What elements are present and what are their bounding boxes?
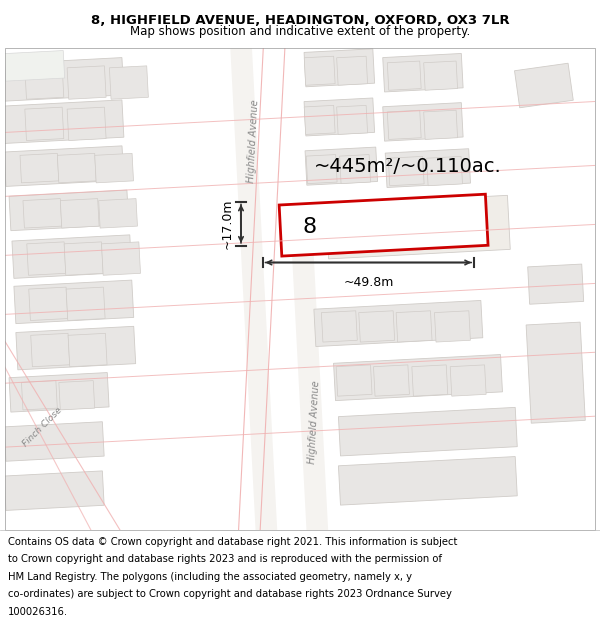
Bar — [25, 66, 64, 99]
Bar — [16, 326, 136, 370]
Text: 8, HIGHFIELD AVENUE, HEADINGTON, OXFORD, OX3 7LR: 8, HIGHFIELD AVENUE, HEADINGTON, OXFORD,… — [91, 14, 509, 28]
Bar — [383, 54, 463, 92]
Text: 8: 8 — [303, 217, 317, 237]
Text: HM Land Registry. The polygons (including the associated geometry, namely x, y: HM Land Registry. The polygons (includin… — [8, 572, 412, 582]
Bar — [434, 311, 470, 342]
Bar — [383, 102, 463, 141]
Bar — [25, 107, 64, 141]
Bar — [314, 301, 483, 346]
Bar — [0, 58, 124, 102]
Bar — [68, 333, 107, 367]
Bar — [58, 153, 96, 183]
Text: Highfield Avenue: Highfield Avenue — [245, 99, 260, 184]
Bar — [67, 107, 106, 141]
Bar — [526, 322, 585, 423]
Bar — [20, 153, 59, 183]
Bar — [388, 110, 421, 139]
Bar — [279, 194, 488, 256]
Bar — [59, 381, 95, 410]
Bar — [528, 264, 584, 304]
Bar — [388, 156, 424, 186]
Text: Map shows position and indicative extent of the property.: Map shows position and indicative extent… — [130, 24, 470, 38]
Text: ~49.8m: ~49.8m — [343, 276, 394, 289]
Bar — [95, 153, 134, 183]
Bar — [412, 365, 448, 396]
Bar — [337, 106, 368, 134]
Bar — [304, 49, 374, 87]
Bar — [388, 61, 421, 90]
Bar — [31, 333, 70, 367]
Bar — [29, 287, 68, 321]
Bar — [396, 311, 432, 342]
Bar — [385, 149, 470, 188]
Bar — [424, 110, 458, 139]
Text: ~17.0m: ~17.0m — [221, 198, 234, 249]
Bar — [450, 365, 486, 396]
Bar — [4, 471, 104, 511]
Bar — [22, 381, 58, 410]
Bar — [61, 199, 99, 228]
Bar — [0, 100, 124, 144]
Bar — [220, 0, 278, 540]
Bar — [424, 61, 458, 90]
Bar — [337, 56, 368, 85]
Bar — [67, 66, 106, 99]
Bar — [64, 242, 103, 275]
Bar — [4, 146, 124, 186]
Bar — [14, 280, 134, 324]
Bar — [336, 365, 372, 396]
Text: Finch Close: Finch Close — [21, 406, 64, 448]
Bar — [322, 311, 357, 342]
Bar — [98, 199, 137, 228]
Bar — [9, 190, 129, 231]
Bar — [338, 456, 517, 505]
Bar — [304, 106, 335, 134]
Text: Highfield Avenue: Highfield Avenue — [307, 380, 321, 464]
Bar — [515, 63, 573, 108]
Bar — [27, 242, 66, 275]
Bar — [23, 199, 62, 228]
Bar — [290, 220, 329, 555]
Bar — [340, 154, 371, 184]
Bar — [109, 66, 148, 99]
Bar — [66, 287, 105, 321]
Bar — [306, 154, 337, 184]
Bar — [326, 196, 510, 259]
Bar — [9, 372, 109, 412]
Bar — [334, 354, 502, 401]
Bar — [427, 156, 463, 186]
Bar — [4, 51, 65, 81]
Bar — [4, 422, 104, 461]
Bar — [305, 147, 377, 185]
Bar — [12, 235, 132, 278]
Bar — [101, 242, 140, 275]
Text: Contains OS data © Crown copyright and database right 2021. This information is : Contains OS data © Crown copyright and d… — [8, 537, 457, 547]
Bar — [373, 365, 409, 396]
Text: ~445m²/~0.110ac.: ~445m²/~0.110ac. — [314, 157, 502, 176]
Bar — [338, 408, 517, 456]
Bar — [304, 98, 374, 136]
Bar — [304, 56, 335, 85]
Text: to Crown copyright and database rights 2023 and is reproduced with the permissio: to Crown copyright and database rights 2… — [8, 554, 442, 564]
Bar — [359, 311, 395, 342]
Text: 100026316.: 100026316. — [8, 607, 68, 617]
Text: co-ordinates) are subject to Crown copyright and database rights 2023 Ordnance S: co-ordinates) are subject to Crown copyr… — [8, 589, 452, 599]
